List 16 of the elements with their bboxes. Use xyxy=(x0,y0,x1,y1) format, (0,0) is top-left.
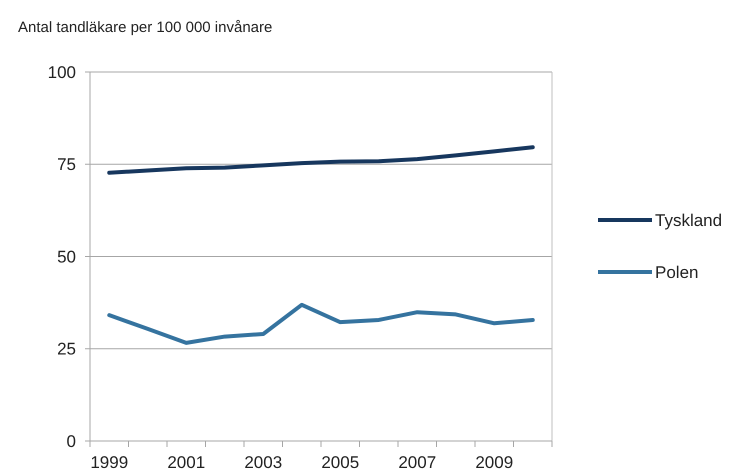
y-tick-label: 75 xyxy=(57,155,76,174)
y-tick-label: 100 xyxy=(48,62,76,82)
legend-label: Polen xyxy=(655,262,698,282)
legend-label: Tyskland xyxy=(655,210,722,230)
y-tick-label: 0 xyxy=(66,432,76,451)
x-tick-label: 2005 xyxy=(321,453,360,472)
y-tick-label: 50 xyxy=(57,247,76,266)
y-tick-label: 25 xyxy=(57,340,76,359)
x-tick-label: 1999 xyxy=(90,453,128,472)
line-series xyxy=(107,302,535,345)
x-tick-label: 2009 xyxy=(475,453,514,472)
x-tick-label: 2003 xyxy=(244,453,282,472)
x-tick-label: 2007 xyxy=(398,453,436,472)
line-series xyxy=(107,145,535,175)
chart-title: Antal tandläkare per 100 000 invånare xyxy=(18,19,272,36)
x-tick-label: 2001 xyxy=(167,453,206,472)
